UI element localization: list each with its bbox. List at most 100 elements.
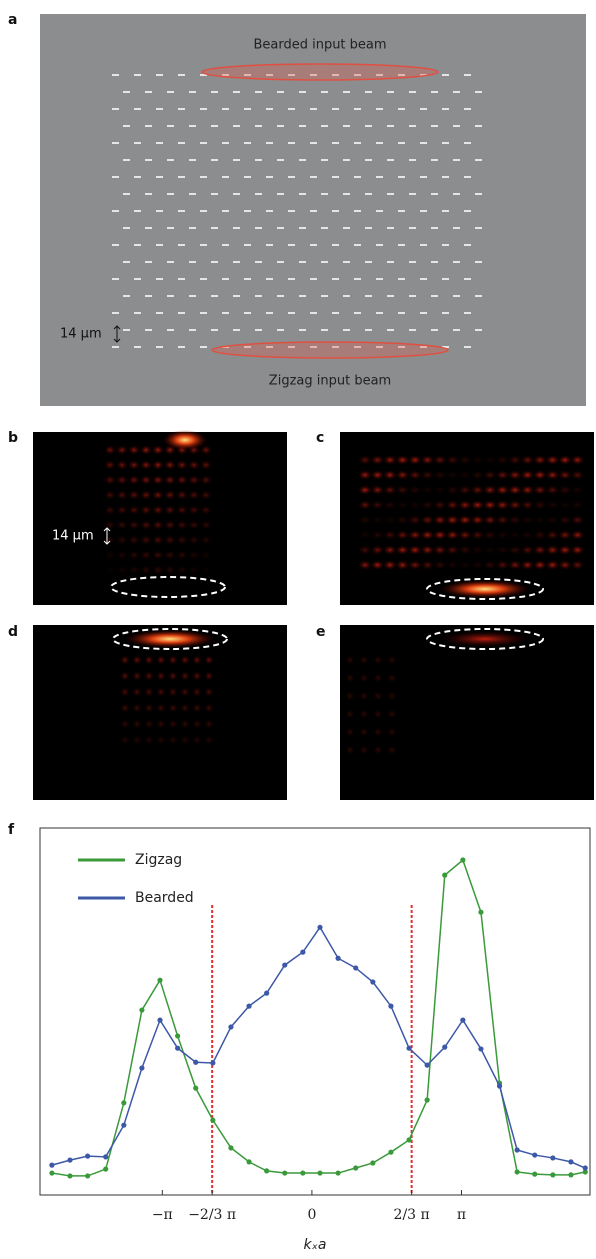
waveguide [200,74,207,76]
data-point [85,1173,91,1179]
data-point [460,857,466,863]
spot [200,550,212,560]
spot [395,470,410,480]
spot [495,545,510,555]
spot [533,455,547,465]
annotation: Zigzag input beam [269,374,391,389]
spot [180,687,190,697]
spot [458,485,472,495]
waveguide [222,346,229,348]
waveguide [343,193,350,195]
spot [370,470,385,480]
spot [132,735,142,745]
waveguide [387,261,394,263]
spot [358,515,372,525]
spot [188,460,200,470]
data-point [157,1017,163,1023]
waveguide [310,176,317,178]
data-point [532,1171,538,1177]
waveguide [343,261,350,263]
waveguide [321,295,328,297]
spot [164,475,176,485]
waveguide [398,278,405,280]
spot [176,550,188,560]
spot [120,655,130,665]
waveguide [145,329,152,331]
waveguide [167,261,174,263]
spot [176,520,188,530]
spot [508,530,522,540]
waveguide [244,278,251,280]
waveguide [112,312,119,314]
spot [440,580,530,598]
data-point [496,1083,503,1089]
waveguide [387,193,394,195]
spot [533,470,547,480]
waveguide [277,91,284,93]
waveguide [178,312,185,314]
spot [458,515,472,525]
spot [395,545,410,555]
spot [200,460,212,470]
data-point [514,1169,520,1175]
spot [176,565,188,575]
waveguide [156,108,163,110]
spot [359,691,369,701]
spot [408,500,422,510]
panel-label: a [8,12,17,28]
spot [470,515,485,525]
spot [358,470,372,480]
spot [125,630,215,648]
spot [116,565,128,575]
waveguide [123,91,130,93]
waveguide [409,329,416,331]
spot [545,545,560,555]
data-point [264,1168,270,1174]
waveguide [343,159,350,161]
spot [152,550,164,560]
waveguide [255,159,262,161]
spot [163,430,207,450]
spot [470,485,485,495]
waveguide [321,159,328,161]
spot [132,671,142,681]
spot [152,505,164,515]
spot [116,505,128,515]
spot [180,703,190,713]
spot [445,455,460,465]
spot [545,485,560,495]
waveguide [178,346,185,348]
spot [445,515,460,525]
data-point [370,1160,376,1166]
data-point [282,1170,288,1176]
waveguide [233,91,240,93]
data-point [406,1045,412,1051]
spot [164,490,176,500]
waveguide [123,193,130,195]
waveguide [134,108,141,110]
data-point [103,1154,109,1160]
spot [144,719,154,729]
spot [116,460,128,470]
spot [358,545,372,555]
data-point [300,949,306,955]
spot [152,490,164,500]
waveguide [244,176,251,178]
data-point [67,1173,73,1179]
waveguide [156,278,163,280]
data-point [460,1017,466,1023]
spot [104,460,116,470]
waveguide [299,295,306,297]
spot [508,485,522,495]
waveguide [156,312,163,314]
waveguide [277,193,284,195]
spot [200,520,212,530]
spot [132,703,142,713]
waveguide [409,125,416,127]
spot [192,703,202,713]
outline [110,576,226,598]
waveguide [233,295,240,297]
spot [408,530,422,540]
waveguide [464,210,471,212]
